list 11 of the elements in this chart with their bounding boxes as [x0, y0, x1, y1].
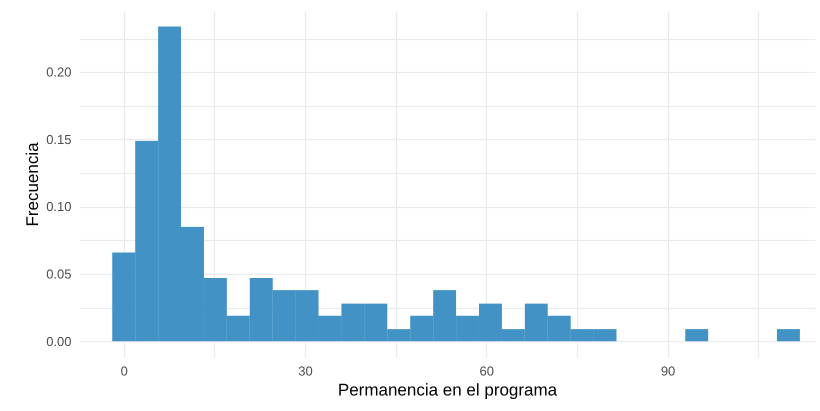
y-tick-label: 0.15 [46, 132, 72, 147]
x-tick-label: 90 [660, 364, 676, 378]
text: 0.00 [46, 334, 72, 349]
x-axis-title: Permanencia en el programa [338, 380, 558, 400]
y-axis-title: Frecuencia [23, 142, 42, 227]
x-tick-label: 60 [480, 364, 494, 378]
y-tick-label: 0.20 [46, 64, 72, 80]
x-tick-label: 0 [120, 364, 128, 378]
y-tick-label: 0.10 [46, 199, 72, 214]
x-tick-label: 30 [298, 364, 313, 378]
y-tick-label: 0.05 [46, 266, 72, 282]
